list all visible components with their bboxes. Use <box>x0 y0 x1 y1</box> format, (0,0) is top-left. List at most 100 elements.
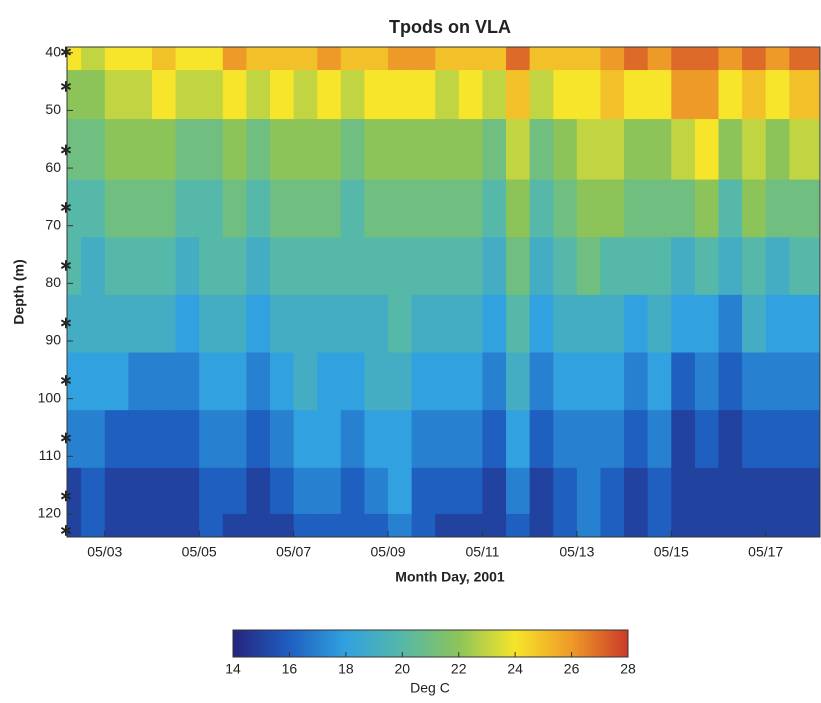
colorbar-segment <box>466 630 469 657</box>
colorbar-segment <box>545 630 548 657</box>
heat-cell <box>458 237 483 296</box>
colorbar-segment <box>596 630 599 657</box>
heat-cell <box>506 467 531 515</box>
heat-cell <box>293 70 318 120</box>
heat-cell <box>482 513 507 538</box>
x-axis-label: Month Day, 2001 <box>395 569 505 585</box>
heat-cell <box>411 47 436 71</box>
colorbar-segment <box>270 630 273 657</box>
colorbar-segment <box>377 630 380 657</box>
colorbar-segment <box>355 630 358 657</box>
heat-cell <box>81 47 106 71</box>
sensor-marker: ∗ <box>59 79 72 96</box>
colorbar-segment <box>369 630 372 657</box>
heat-cell <box>553 513 578 538</box>
heat-cell <box>576 467 601 515</box>
heat-cell <box>765 294 790 354</box>
colorbar-segment <box>345 630 349 657</box>
heat-cell <box>222 119 247 181</box>
heat-cell <box>340 294 365 354</box>
heat-cell <box>482 70 507 120</box>
colorbar-segment <box>501 630 505 657</box>
heat-cell <box>482 47 507 71</box>
heat-cell <box>742 467 767 515</box>
colorbar-segment <box>410 630 414 657</box>
colorbar-segment <box>424 630 428 657</box>
heat-cell <box>718 352 743 411</box>
heat-cell <box>222 179 247 238</box>
heat-cell <box>576 179 601 238</box>
colorbar-segment <box>268 630 272 657</box>
heat-cell <box>364 410 389 469</box>
colorbar-segment <box>258 630 262 657</box>
heat-cell <box>600 47 625 71</box>
heat-cell <box>506 294 531 354</box>
heat-cell <box>411 179 436 238</box>
heat-cell <box>482 352 507 411</box>
colorbar-segment <box>606 630 609 657</box>
colorbar-tick-label: 14 <box>225 661 241 677</box>
heat-cell <box>175 70 200 120</box>
heat-cell <box>506 119 531 181</box>
colorbar-segment <box>566 630 570 657</box>
heat-cell <box>789 119 821 181</box>
sensor-marker: ∗ <box>59 315 72 332</box>
heat-cell <box>104 237 129 296</box>
y-tick-label: 50 <box>45 101 61 117</box>
heat-cell <box>600 70 625 120</box>
heat-cell <box>647 119 672 181</box>
heat-cell <box>411 513 436 538</box>
heat-cell <box>81 237 106 296</box>
heat-cell <box>671 47 696 71</box>
sensor-marker: ∗ <box>59 44 72 61</box>
heat-cell <box>175 410 200 469</box>
heat-cell <box>151 410 177 469</box>
heat-cell <box>199 119 224 181</box>
heat-cell <box>317 179 342 238</box>
colorbar-segment <box>598 630 601 657</box>
colorbar-segment <box>460 630 463 657</box>
heat-cell <box>765 352 790 411</box>
colorbar-segment <box>404 630 408 657</box>
heat-cell <box>175 119 200 181</box>
colorbar-segment <box>454 630 457 657</box>
colorbar-segment <box>278 630 281 657</box>
heat-cell <box>694 47 719 71</box>
heat-cell <box>624 47 649 71</box>
heat-cell <box>506 410 531 469</box>
colorbar-segment <box>367 630 370 657</box>
colorbar-segment <box>236 630 240 657</box>
heat-cell <box>81 179 106 238</box>
heat-cell <box>789 467 821 515</box>
colorbar-segment <box>497 630 501 657</box>
heat-cell <box>364 70 389 120</box>
colorbar-tick-label: 24 <box>507 661 523 677</box>
heat-cell <box>340 237 365 296</box>
heat-cell <box>246 410 271 469</box>
colorbar-segment <box>290 630 293 657</box>
heat-cell <box>718 467 743 515</box>
heat-cell <box>765 119 790 181</box>
heat-cell <box>128 467 153 515</box>
colorbar-segment <box>543 630 546 657</box>
heat-cell <box>742 237 767 296</box>
colorbar-segment <box>282 630 285 657</box>
colorbar-segment <box>280 630 283 657</box>
heat-cell <box>340 70 365 120</box>
colorbar-segment <box>396 630 400 657</box>
colorbar-segment <box>456 630 459 657</box>
heat-cell <box>199 47 224 71</box>
colorbar-segment <box>560 630 564 657</box>
colorbar-segment <box>238 630 242 657</box>
heat-cell <box>317 294 342 354</box>
heat-cell <box>553 467 578 515</box>
sensor-marker: ∗ <box>59 373 72 390</box>
colorbar-segment <box>584 630 588 657</box>
colorbar-segment <box>582 630 586 657</box>
heat-cell <box>317 47 342 71</box>
heat-cell <box>222 352 247 411</box>
colorbar-segment <box>339 630 343 657</box>
colorbar-segment <box>385 630 388 657</box>
heat-cell <box>742 410 767 469</box>
colorbar-segment <box>312 630 315 657</box>
